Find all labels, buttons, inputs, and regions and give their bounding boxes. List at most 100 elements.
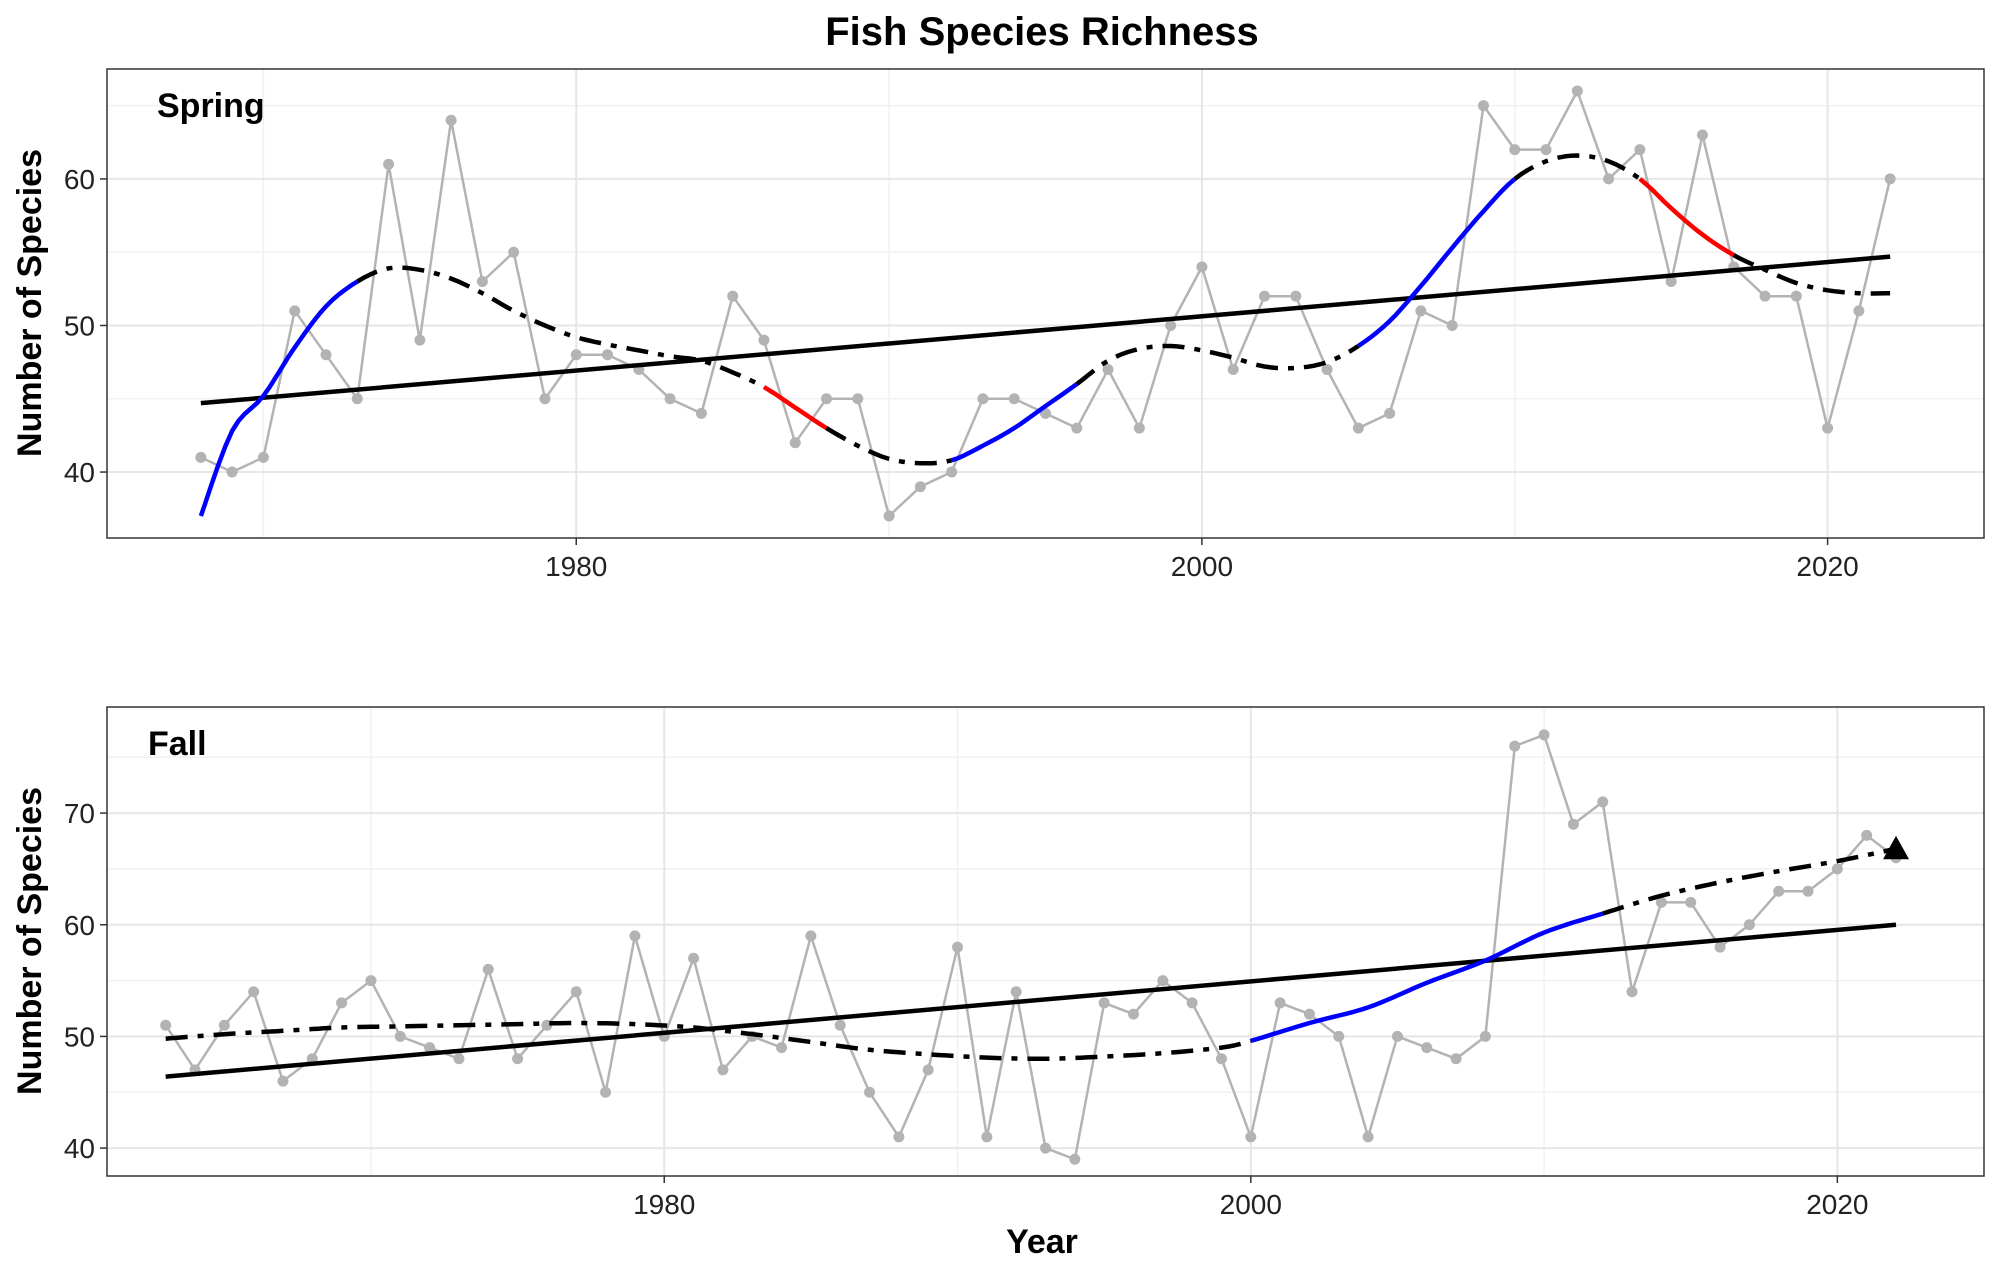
fall-observed-point	[1538, 729, 1550, 741]
fall-observed-point	[1743, 919, 1755, 931]
spring-y-tick-label: 50	[64, 310, 95, 341]
spring-x-tick-label: 1980	[545, 551, 607, 582]
fall-gridlines	[107, 707, 1984, 1176]
spring-observed-point	[1571, 85, 1583, 97]
spring-panel: 1980 2000 2020 40 50 60 Spring Number of Spec…	[11, 68, 1985, 582]
fall-observed-point	[453, 1053, 465, 1065]
spring-observed-point	[351, 393, 363, 405]
spring-observed-point	[1415, 305, 1427, 317]
spring-observed-point	[1634, 144, 1646, 156]
spring-observed-point	[226, 466, 238, 478]
fall-observed-point	[512, 1053, 524, 1065]
fall-observed-point	[600, 1086, 612, 1098]
spring-observed-point	[1165, 319, 1177, 331]
fall-observed-point	[1714, 941, 1726, 953]
spring-panel-label: Spring	[157, 87, 265, 125]
spring-observed-point	[1603, 173, 1615, 185]
fall-observed-point	[805, 930, 817, 942]
x-axis-title: Year	[1006, 1223, 1078, 1261]
fall-observed-point	[776, 1042, 788, 1054]
fall-observed-point	[1450, 1053, 1462, 1065]
spring-observed-point	[821, 393, 833, 405]
spring-observed-point	[1477, 100, 1489, 112]
fall-x-tick-label: 2020	[1806, 1189, 1868, 1220]
spring-decreasing-trend-segment	[762, 385, 828, 431]
fall-observed-point	[688, 952, 700, 964]
fall-observed-point	[1831, 863, 1843, 875]
fall-observed-point	[1186, 997, 1198, 1009]
fall-panel-label: Fall	[148, 725, 207, 763]
spring-observed-point	[289, 305, 301, 317]
fall-observed-point	[1362, 1131, 1374, 1143]
fall-observed-point	[1597, 796, 1609, 808]
spring-observed-point	[1227, 363, 1239, 375]
spring-observed-point	[758, 334, 770, 346]
spring-gridlines	[107, 69, 1984, 538]
fall-linear-trend-line	[165, 922, 1897, 1079]
fall-observed-point	[1303, 1008, 1315, 1020]
spring-observed-point	[1384, 407, 1396, 419]
fall-observed-point	[864, 1086, 876, 1098]
spring-smooth-trend-segment	[1732, 253, 1891, 296]
fall-observed-point	[952, 941, 964, 953]
spring-observed-point	[883, 510, 895, 522]
fall-observed-point	[922, 1064, 934, 1076]
spring-observed-point	[1853, 305, 1865, 317]
fall-observed-point	[1861, 829, 1873, 841]
spring-x-tick-label: 2000	[1171, 551, 1233, 582]
fall-observed-point	[482, 963, 494, 975]
fall-x-tick-label: 1980	[633, 1189, 695, 1220]
fall-observed-point	[1802, 885, 1814, 897]
spring-observed-point	[914, 481, 926, 493]
spring-observed-point	[1509, 144, 1521, 156]
fall-observed-point	[1127, 1008, 1139, 1020]
fall-panel: 1980 2000 2020 40 50 60 70 Fall Number of Spec…	[11, 706, 1985, 1220]
spring-decreasing-trend-segment	[1638, 177, 1735, 258]
spring-observed-point	[1790, 290, 1802, 302]
spring-observed-point	[1759, 290, 1771, 302]
spring-observed-point	[539, 393, 551, 405]
spring-observed-point	[1446, 319, 1458, 331]
fall-observed-point	[1421, 1042, 1433, 1054]
fall-observed-point	[1567, 818, 1579, 830]
fall-observed-point	[1509, 740, 1521, 752]
spring-observed-point	[383, 158, 395, 170]
fall-observed-point	[1215, 1053, 1227, 1065]
spring-observed-point	[1696, 129, 1708, 141]
spring-observed-point	[977, 393, 989, 405]
fall-observed-point	[394, 1030, 406, 1042]
spring-data	[195, 85, 1896, 522]
spring-smooth-trend-segment	[1513, 153, 1642, 181]
fall-observed-point	[1655, 896, 1667, 908]
fall-observed-point	[160, 1019, 172, 1031]
spring-observed-point	[664, 393, 676, 405]
spring-observed-point	[1884, 173, 1896, 185]
spring-observed-point	[1102, 363, 1114, 375]
fall-panel-border	[106, 706, 1985, 1177]
spring-observed-point	[1071, 422, 1083, 434]
spring-increasing-trend-segment	[1357, 177, 1517, 348]
fall-y-tick-label: 60	[64, 910, 95, 941]
spring-observed-point	[852, 393, 864, 405]
spring-observed-point	[602, 349, 614, 361]
spring-y-tick-label: 60	[64, 164, 95, 195]
spring-observed-point	[257, 451, 269, 463]
fall-observed-point	[1098, 997, 1110, 1009]
spring-axes: 1980 2000 2020 40 50 60	[64, 164, 1859, 582]
spring-y-axis-title: Number of Species	[11, 149, 49, 457]
fall-observed-point	[1685, 896, 1697, 908]
fall-observed-point	[365, 975, 377, 987]
fall-observed-point	[1010, 986, 1022, 998]
fall-observed-point	[1274, 997, 1286, 1009]
spring-observed-point	[1321, 363, 1333, 375]
spring-increasing-trend-segment	[198, 279, 359, 517]
fall-observed-point	[1626, 986, 1638, 998]
spring-panel-border	[106, 68, 1985, 539]
fall-observed-point	[1333, 1030, 1345, 1042]
fall-observed-point	[717, 1064, 729, 1076]
spring-observed-point	[695, 407, 707, 419]
fall-observed-point	[1040, 1142, 1051, 1154]
fall-observed-point	[248, 986, 260, 998]
fall-observed-point	[277, 1075, 289, 1087]
